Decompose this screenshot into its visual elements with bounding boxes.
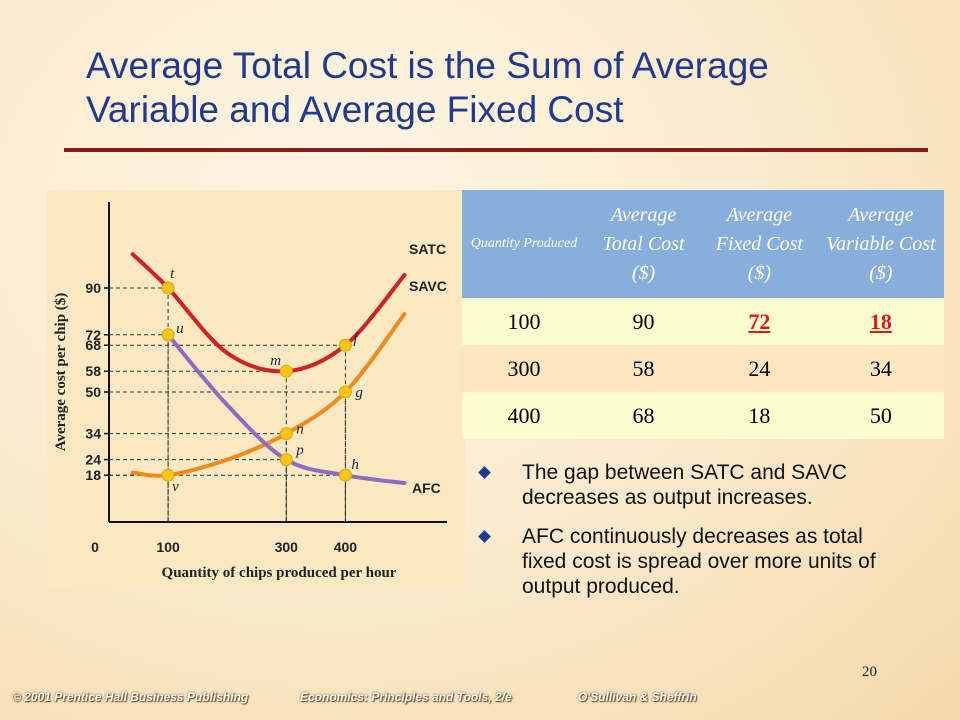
page-number: 20 <box>862 664 877 680</box>
header-average-total-cost: Average Total Cost ($) <box>586 190 701 298</box>
cell-avc: 34 <box>817 345 944 392</box>
cell-atc: 58 <box>586 345 701 392</box>
x-tick-label: 100 <box>156 539 180 555</box>
x-tick-label: 0 <box>91 539 99 555</box>
title-line-1: Average Total Cost is the Sum of Average <box>86 45 769 86</box>
footer-publisher: © 2001 Prentice Hall Business Publishing <box>12 690 249 704</box>
header-average-fixed-cost: Average Fixed Cost ($) <box>700 190 818 298</box>
table-row: 100 90 72 18 <box>462 298 944 345</box>
diamond-bullet-icon <box>478 466 491 479</box>
y-tick-label: 50 <box>85 384 101 400</box>
cell-quantity: 300 <box>462 345 586 392</box>
y-tick-label: 24 <box>85 452 101 468</box>
point-h <box>338 468 352 482</box>
cell-quantity: 400 <box>462 392 586 439</box>
x-tick-label: 300 <box>275 539 299 555</box>
cell-avc-highlight: 18 <box>817 298 944 345</box>
bullet-text: The gap between SATC and SAVC decreases … <box>522 461 847 509</box>
y-tick-label: 90 <box>85 280 101 296</box>
point-label-v: v <box>172 479 179 495</box>
table-row: 400 68 18 50 <box>462 392 944 439</box>
diamond-bullet-icon <box>478 530 491 543</box>
cell-avc: 50 <box>817 392 944 439</box>
point-m <box>279 364 293 378</box>
cell-afc: 18 <box>700 392 818 439</box>
footer-book: Economics: Principles and Tools, 2/e <box>300 690 512 704</box>
cost-curves-chart: 18 24 34 50 58 68 72 90 0 100 300 400 Quantity of ch… <box>47 190 465 587</box>
bullet-item: AFC continuously decreases as total fixe… <box>470 524 910 599</box>
header-quantity: Quantity Produced <box>462 190 586 298</box>
x-tick-label: 400 <box>334 539 358 555</box>
afc-curve <box>166 332 407 485</box>
table-header-row: Quantity Produced Average Total Cost ($)… <box>462 190 944 298</box>
footer-authors: O'Sullivan & Sheffrin <box>578 690 697 704</box>
bullet-item: The gap between SATC and SAVC decreases … <box>470 460 910 510</box>
point-v <box>161 468 175 482</box>
satc-curve-label: SATC <box>409 241 446 257</box>
point-label-u: u <box>176 321 184 337</box>
point-t <box>161 281 175 295</box>
point-label-h: h <box>351 457 359 473</box>
point-label-f: f <box>353 331 359 347</box>
point-label-g: g <box>355 385 363 401</box>
point-label-n: n <box>296 422 304 438</box>
cell-quantity: 100 <box>462 298 586 345</box>
title-line-2: Variable and Average Fixed Cost <box>86 89 624 130</box>
point-label-p: p <box>295 443 304 459</box>
y-tick-label: 18 <box>85 467 101 483</box>
table-row: 300 58 24 34 <box>462 345 944 392</box>
x-axis-title: Quantity of chips produced per hour <box>162 565 397 581</box>
y-tick-label: 68 <box>85 337 101 353</box>
point-n <box>279 427 293 441</box>
y-tick-label: 34 <box>85 426 101 442</box>
cell-atc: 68 <box>586 392 701 439</box>
point-f <box>338 338 352 352</box>
cell-atc: 90 <box>586 298 701 345</box>
savc-curve-label: SAVC <box>409 278 447 294</box>
y-tick-label: 72 <box>85 327 101 343</box>
bullet-text: AFC continuously decreases as total fixe… <box>522 525 876 598</box>
slide-title: Average Total Cost is the Sum of Average… <box>86 44 926 132</box>
bullet-list: The gap between SATC and SAVC decreases … <box>470 460 910 613</box>
title-divider <box>64 148 928 152</box>
cell-afc: 24 <box>700 345 818 392</box>
cell-afc-highlight: 72 <box>700 298 818 345</box>
point-p <box>279 453 293 467</box>
point-label-t: t <box>170 266 175 282</box>
cost-table: Quantity Produced Average Total Cost ($)… <box>462 190 944 439</box>
y-axis-title: Average cost per chip ($) <box>53 293 69 452</box>
header-average-variable-cost: Average Variable Cost ($) <box>817 190 944 298</box>
y-tick-label: 58 <box>85 363 101 379</box>
point-u <box>161 328 175 342</box>
point-label-m: m <box>270 353 281 369</box>
afc-curve-label: AFC <box>412 480 441 496</box>
point-g <box>338 385 352 399</box>
